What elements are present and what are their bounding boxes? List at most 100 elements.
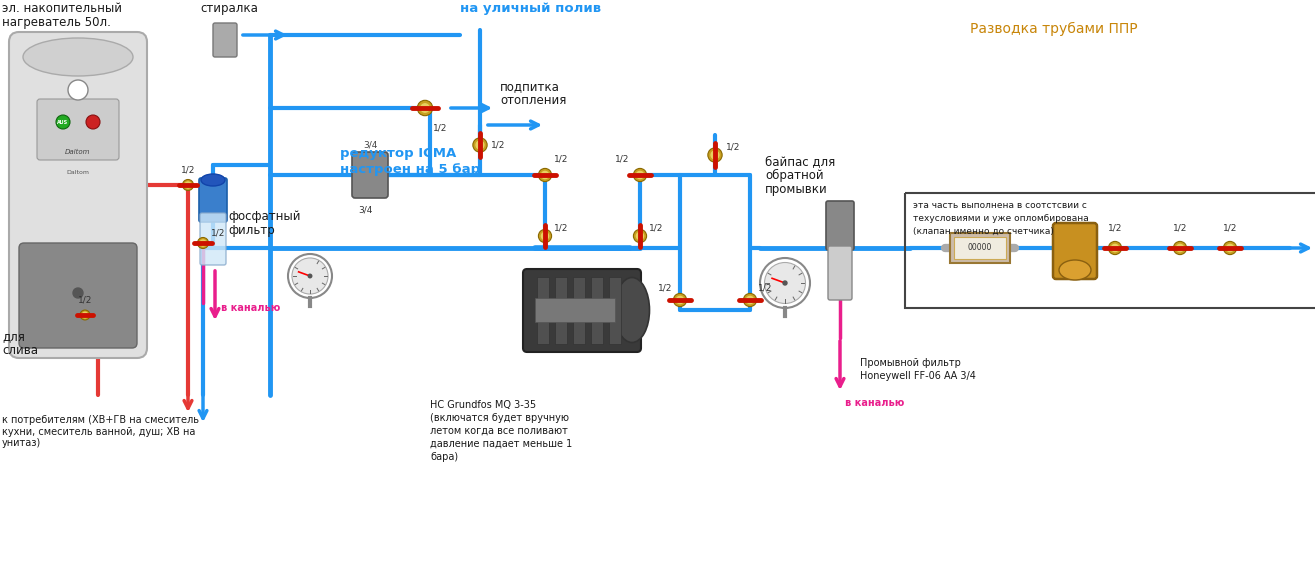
Circle shape — [1173, 241, 1186, 255]
Ellipse shape — [614, 277, 650, 342]
Text: на уличный полив: на уличный полив — [460, 2, 601, 15]
FancyBboxPatch shape — [352, 152, 388, 198]
Circle shape — [1111, 245, 1119, 251]
Circle shape — [421, 104, 429, 112]
Text: 1/2: 1/2 — [433, 124, 447, 133]
Text: Разводка трубами ППР: Разводка трубами ППР — [970, 22, 1137, 36]
Text: техусловиями и уже опломбирована: техусловиями и уже опломбирована — [913, 214, 1089, 223]
Circle shape — [417, 101, 433, 116]
Circle shape — [288, 254, 331, 298]
FancyBboxPatch shape — [523, 269, 640, 352]
Circle shape — [83, 312, 88, 318]
Circle shape — [74, 288, 83, 298]
Text: подпитка: подпитка — [500, 80, 560, 93]
Text: 1/2: 1/2 — [1223, 224, 1237, 233]
Text: для: для — [3, 330, 25, 343]
Circle shape — [1109, 241, 1122, 255]
Circle shape — [634, 229, 647, 242]
Text: (клапан именно до счетчика): (клапан именно до счетчика) — [913, 227, 1053, 236]
Circle shape — [183, 180, 193, 190]
Text: стиралка: стиралка — [200, 2, 258, 15]
Bar — [535, 298, 615, 322]
Text: 00000: 00000 — [968, 244, 993, 253]
Circle shape — [743, 293, 756, 307]
Circle shape — [676, 297, 684, 303]
Circle shape — [57, 115, 70, 129]
Text: фильтр: фильтр — [227, 224, 275, 237]
Circle shape — [542, 232, 548, 240]
Circle shape — [1177, 245, 1184, 251]
Text: 1/2: 1/2 — [658, 284, 672, 293]
Text: бара): бара) — [430, 452, 458, 462]
Bar — [949, 233, 1010, 263]
Circle shape — [707, 148, 722, 162]
Text: AUS: AUS — [58, 120, 68, 124]
Bar — [953, 237, 1006, 259]
Text: отопления: отопления — [500, 94, 567, 107]
Text: 1/2: 1/2 — [726, 142, 740, 151]
Text: эл. накопительный: эл. накопительный — [3, 2, 122, 15]
Text: слива: слива — [3, 344, 38, 357]
Text: 1/2: 1/2 — [757, 284, 772, 293]
Circle shape — [636, 171, 643, 179]
FancyBboxPatch shape — [9, 32, 147, 358]
Circle shape — [711, 151, 719, 159]
Text: НС Grundfos MQ 3-35: НС Grundfos MQ 3-35 — [430, 400, 537, 410]
Circle shape — [200, 240, 206, 246]
FancyBboxPatch shape — [37, 99, 118, 160]
Text: 1/2: 1/2 — [180, 166, 195, 175]
Text: 1/2: 1/2 — [648, 224, 663, 233]
Bar — [905, 193, 1315, 308]
Text: 1/2: 1/2 — [554, 224, 568, 233]
FancyBboxPatch shape — [826, 201, 853, 250]
Text: 1/2: 1/2 — [78, 295, 92, 305]
Circle shape — [747, 297, 753, 303]
Circle shape — [476, 141, 484, 149]
Circle shape — [68, 80, 88, 100]
Circle shape — [634, 168, 647, 181]
Ellipse shape — [22, 38, 133, 76]
Bar — [590, 277, 604, 344]
Circle shape — [85, 115, 100, 129]
Text: 1/2: 1/2 — [1107, 224, 1122, 233]
Circle shape — [185, 182, 191, 188]
Text: к потребителям (ХВ+ГВ на смеситель
кухни, смеситель ванной, душ; ХВ на
унитаз): к потребителям (ХВ+ГВ на смеситель кухни… — [3, 415, 199, 448]
Text: нагреватель 50л.: нагреватель 50л. — [3, 16, 110, 29]
Bar — [573, 277, 585, 344]
Text: (включатся будет вручную: (включатся будет вручную — [430, 413, 569, 423]
Circle shape — [673, 293, 686, 307]
Text: давление падает меньше 1: давление падает меньше 1 — [430, 439, 572, 449]
Circle shape — [1227, 245, 1233, 251]
Text: Daltom: Daltom — [67, 170, 89, 175]
Circle shape — [782, 281, 786, 285]
Text: Промывной фильтр: Промывной фильтр — [860, 358, 961, 368]
Text: 1/2: 1/2 — [615, 154, 629, 163]
Text: обратной: обратной — [765, 169, 823, 182]
Text: фосфатный: фосфатный — [227, 210, 301, 223]
Circle shape — [197, 237, 209, 249]
Text: в каналью: в каналью — [846, 398, 905, 408]
Text: 1/2: 1/2 — [1173, 224, 1187, 233]
Text: 3/4: 3/4 — [363, 141, 377, 150]
Circle shape — [473, 138, 487, 152]
Ellipse shape — [1059, 260, 1091, 280]
Text: 3/4: 3/4 — [358, 206, 372, 215]
Circle shape — [542, 171, 548, 179]
Ellipse shape — [201, 174, 225, 186]
FancyBboxPatch shape — [200, 213, 226, 265]
FancyBboxPatch shape — [1053, 223, 1097, 279]
Bar — [609, 277, 621, 344]
Text: байпас для: байпас для — [765, 155, 835, 168]
Circle shape — [636, 232, 643, 240]
FancyBboxPatch shape — [199, 178, 227, 222]
Text: в каналью: в каналью — [221, 303, 280, 313]
Circle shape — [292, 258, 327, 294]
FancyBboxPatch shape — [828, 246, 852, 300]
Text: промывки: промывки — [765, 183, 827, 196]
Text: настроен на 5 бар: настроен на 5 бар — [341, 163, 480, 176]
Text: Daltom: Daltom — [66, 149, 91, 155]
Circle shape — [80, 310, 89, 320]
Circle shape — [764, 263, 806, 303]
Text: редуктор ICMA: редуктор ICMA — [341, 147, 456, 160]
Circle shape — [760, 258, 810, 308]
